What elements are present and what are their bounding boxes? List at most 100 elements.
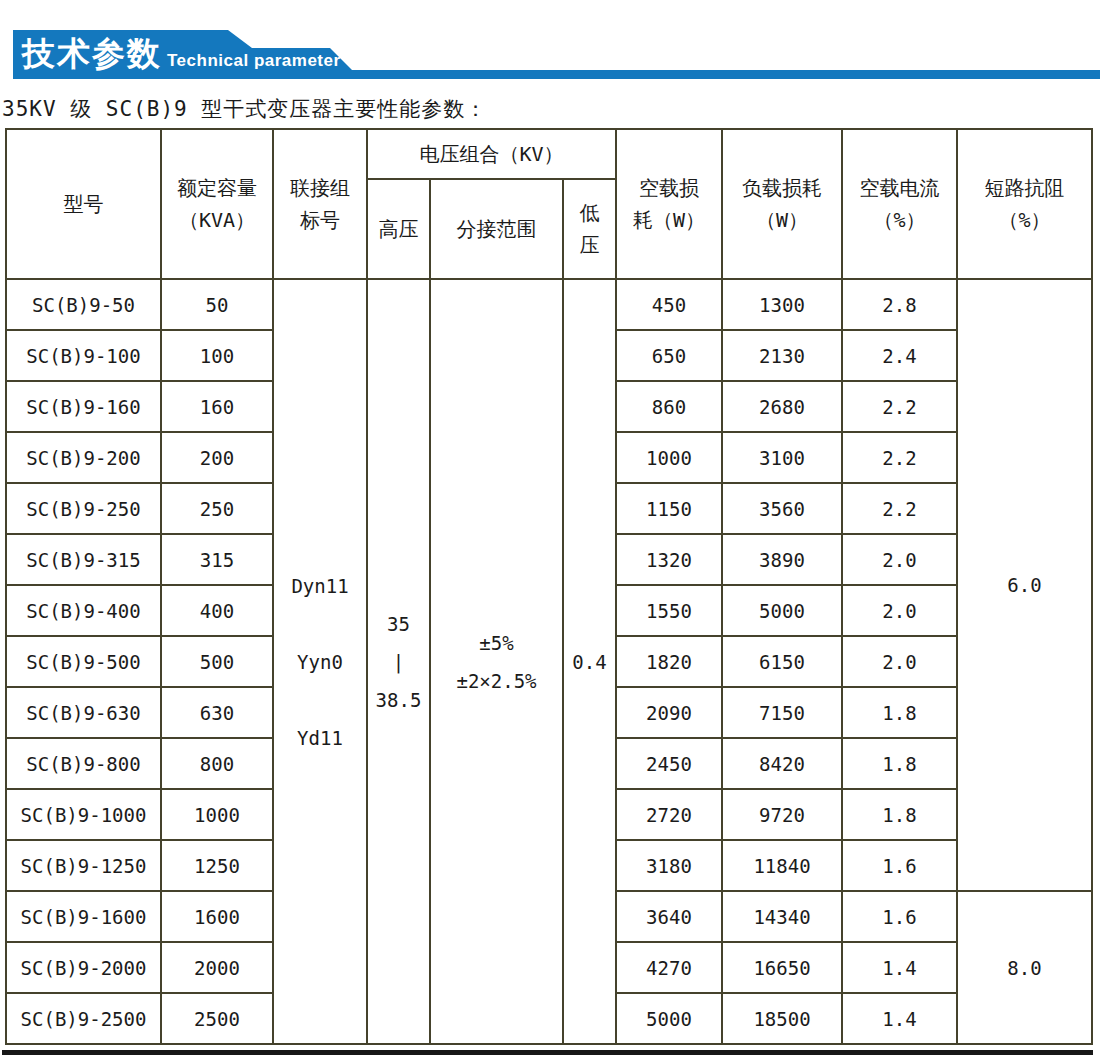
- col-header-capacity: 额定容量 （KVA）: [161, 129, 273, 279]
- cell-capacity: 400: [161, 585, 273, 636]
- cell-load-loss: 2680: [722, 381, 842, 432]
- cell-no-load-loss: 2450: [616, 738, 722, 789]
- cell-capacity: 200: [161, 432, 273, 483]
- page-title: 35KV 级 SC(B)9 型干式变压器主要性能参数：: [2, 95, 487, 123]
- cell-capacity: 800: [161, 738, 273, 789]
- cell-no-load-current: 1.6: [842, 840, 957, 891]
- banner-title: 技术参数: [22, 34, 162, 74]
- cell-no-load-loss: 650: [616, 330, 722, 381]
- cell-no-load-current: 2.2: [842, 381, 957, 432]
- cell-no-load-loss: 450: [616, 279, 722, 330]
- cell-model: SC(B)9-2500: [6, 993, 161, 1044]
- cell-capacity: 2500: [161, 993, 273, 1044]
- cell-no-load-current: 2.2: [842, 483, 957, 534]
- cell-no-load-current: 2.4: [842, 330, 957, 381]
- cell-load-loss: 2130: [722, 330, 842, 381]
- cell-no-load-loss: 1550: [616, 585, 722, 636]
- cell-no-load-current: 2.8: [842, 279, 957, 330]
- cell-load-loss: 3890: [722, 534, 842, 585]
- col-header-model: 型号: [6, 129, 161, 279]
- cell-impedance: 8.0: [957, 891, 1092, 1044]
- cell-load-loss: 3560: [722, 483, 842, 534]
- table-row: SC(B)9-5050Dyn11 Yyn0 Yd1135 | 38.5±5% ±…: [6, 279, 1092, 330]
- cell-model: SC(B)9-1600: [6, 891, 161, 942]
- cell-impedance: 6.0: [957, 279, 1092, 891]
- banner-ribbon-icon: [0, 0, 1100, 82]
- col-header-impedance: 短路抗阻 （%）: [957, 129, 1092, 279]
- col-header-load-loss: 负载损耗 （W）: [722, 129, 842, 279]
- cell-no-load-current: 1.8: [842, 687, 957, 738]
- cell-no-load-loss: 2720: [616, 789, 722, 840]
- cell-no-load-loss: 4270: [616, 942, 722, 993]
- cell-no-load-loss: 1320: [616, 534, 722, 585]
- cell-no-load-loss: 5000: [616, 993, 722, 1044]
- col-header-connection-group: 联接组 标号: [273, 129, 367, 279]
- cell-capacity: 100: [161, 330, 273, 381]
- cell-load-loss: 5000: [722, 585, 842, 636]
- cell-no-load-loss: 3640: [616, 891, 722, 942]
- cell-no-load-current: 1.4: [842, 942, 957, 993]
- col-header-voltage-combination: 电压组合（KV）: [367, 129, 616, 179]
- cell-capacity: 160: [161, 381, 273, 432]
- banner-subtitle: Technical parameter: [167, 51, 341, 71]
- cell-capacity: 315: [161, 534, 273, 585]
- cell-no-load-current: 2.0: [842, 585, 957, 636]
- cell-no-load-current: 1.6: [842, 891, 957, 942]
- cell-capacity: 500: [161, 636, 273, 687]
- cell-model: SC(B)9-100: [6, 330, 161, 381]
- cell-load-loss: 1300: [722, 279, 842, 330]
- cell-model: SC(B)9-800: [6, 738, 161, 789]
- cell-model: SC(B)9-2000: [6, 942, 161, 993]
- cell-model: SC(B)9-50: [6, 279, 161, 330]
- cell-no-load-current: 2.0: [842, 534, 957, 585]
- cell-no-load-loss: 3180: [616, 840, 722, 891]
- cell-capacity: 1000: [161, 789, 273, 840]
- cell-load-loss: 18500: [722, 993, 842, 1044]
- cell-no-load-current: 1.4: [842, 993, 957, 1044]
- cell-capacity: 50: [161, 279, 273, 330]
- cell-no-load-current: 1.8: [842, 738, 957, 789]
- cell-load-loss: 9720: [722, 789, 842, 840]
- cell-model: SC(B)9-1250: [6, 840, 161, 891]
- technical-parameters-table: 型号 额定容量 （KVA） 联接组 标号 电压组合（KV） 空载损 耗（W） 负…: [5, 128, 1093, 1045]
- cell-no-load-loss: 1150: [616, 483, 722, 534]
- cell-capacity: 1250: [161, 840, 273, 891]
- bottom-rule: [2, 1050, 1093, 1055]
- cell-no-load-current: 1.8: [842, 789, 957, 840]
- cell-load-loss: 8420: [722, 738, 842, 789]
- cell-no-load-loss: 2090: [616, 687, 722, 738]
- cell-no-load-loss: 1820: [616, 636, 722, 687]
- cell-low-voltage: 0.4: [563, 279, 616, 1044]
- cell-capacity: 1600: [161, 891, 273, 942]
- cell-model: SC(B)9-630: [6, 687, 161, 738]
- cell-capacity: 630: [161, 687, 273, 738]
- cell-model: SC(B)9-160: [6, 381, 161, 432]
- cell-load-loss: 14340: [722, 891, 842, 942]
- cell-load-loss: 3100: [722, 432, 842, 483]
- cell-no-load-current: 2.0: [842, 636, 957, 687]
- col-header-no-load-loss: 空载损 耗（W）: [616, 129, 722, 279]
- cell-load-loss: 7150: [722, 687, 842, 738]
- cell-model: SC(B)9-315: [6, 534, 161, 585]
- col-header-tap-range: 分接范围: [430, 179, 563, 279]
- cell-model: SC(B)9-200: [6, 432, 161, 483]
- cell-load-loss: 6150: [722, 636, 842, 687]
- col-header-no-load-current: 空载电流 （%）: [842, 129, 957, 279]
- cell-capacity: 250: [161, 483, 273, 534]
- cell-no-load-current: 2.2: [842, 432, 957, 483]
- cell-model: SC(B)9-1000: [6, 789, 161, 840]
- cell-model: SC(B)9-250: [6, 483, 161, 534]
- cell-model: SC(B)9-500: [6, 636, 161, 687]
- cell-high-voltage: 35 | 38.5: [367, 279, 430, 1044]
- cell-load-loss: 11840: [722, 840, 842, 891]
- table-body: SC(B)9-5050Dyn11 Yyn0 Yd1135 | 38.5±5% ±…: [6, 279, 1092, 1044]
- cell-no-load-loss: 1000: [616, 432, 722, 483]
- cell-load-loss: 16650: [722, 942, 842, 993]
- cell-no-load-loss: 860: [616, 381, 722, 432]
- cell-model: SC(B)9-400: [6, 585, 161, 636]
- cell-tap-range: ±5% ±2×2.5%: [430, 279, 563, 1044]
- col-header-low-voltage: 低 压: [563, 179, 616, 279]
- table-header: 型号 额定容量 （KVA） 联接组 标号 电压组合（KV） 空载损 耗（W） 负…: [6, 129, 1092, 279]
- cell-connection-group: Dyn11 Yyn0 Yd11: [273, 279, 367, 1044]
- cell-capacity: 2000: [161, 942, 273, 993]
